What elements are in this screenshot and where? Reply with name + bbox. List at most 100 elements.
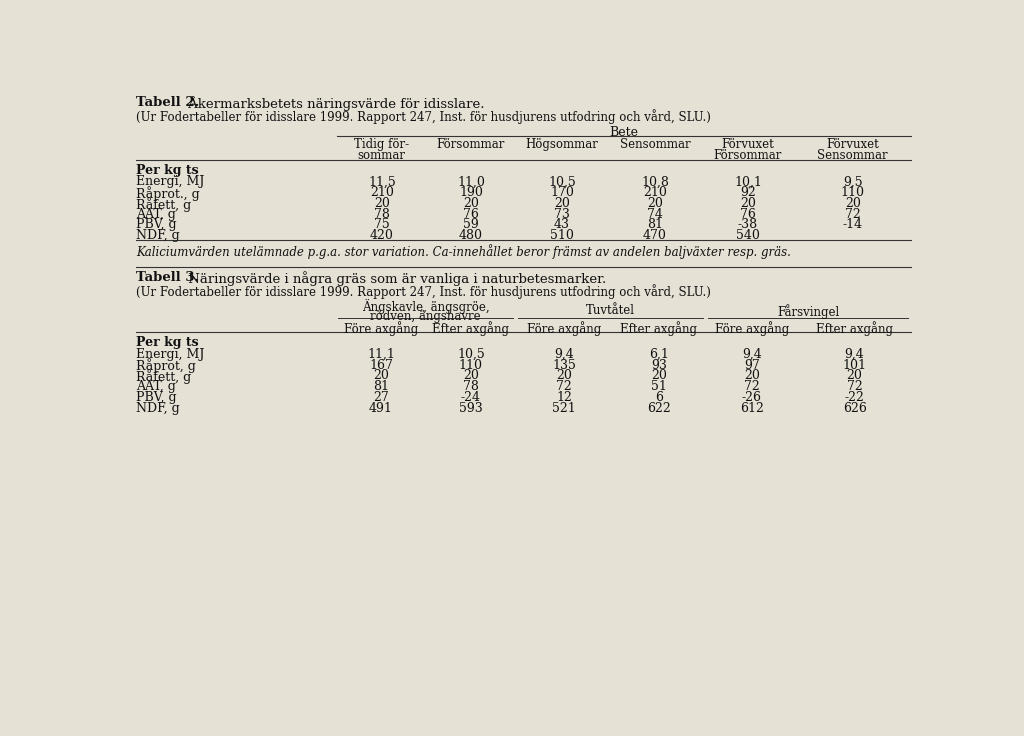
Text: Efter axgång: Efter axgång <box>432 321 509 336</box>
Text: Bete: Bete <box>609 126 639 139</box>
Text: 480: 480 <box>459 229 483 242</box>
Text: 540: 540 <box>736 229 760 242</box>
Text: Råfett, g: Råfett, g <box>136 197 191 212</box>
Text: 72: 72 <box>845 208 860 221</box>
Text: 210: 210 <box>643 186 667 199</box>
Text: 74: 74 <box>647 208 663 221</box>
Text: 81: 81 <box>647 219 663 231</box>
Text: -22: -22 <box>845 391 864 404</box>
Text: 593: 593 <box>459 402 482 414</box>
Text: 20: 20 <box>373 369 389 383</box>
Text: 521: 521 <box>552 402 575 414</box>
Text: 73: 73 <box>554 208 570 221</box>
Text: -14: -14 <box>843 219 862 231</box>
Text: 622: 622 <box>647 402 671 414</box>
Text: 51: 51 <box>651 381 667 393</box>
Text: 12: 12 <box>556 391 571 404</box>
Text: Förvuxet: Förvuxet <box>722 138 774 152</box>
Text: 10,1: 10,1 <box>734 175 762 188</box>
Text: 93: 93 <box>651 358 667 372</box>
Text: 101: 101 <box>843 358 866 372</box>
Text: NDF, g: NDF, g <box>136 402 179 414</box>
Text: 10,5: 10,5 <box>457 348 484 361</box>
Text: Näringsvärde i några gräs som är vanliga i naturbetesmarker.: Näringsvärde i några gräs som är vanliga… <box>183 271 606 286</box>
Text: 20: 20 <box>556 369 571 383</box>
Text: 190: 190 <box>459 186 483 199</box>
Text: 110: 110 <box>841 186 864 199</box>
Text: -24: -24 <box>461 391 481 404</box>
Text: 20: 20 <box>740 197 756 210</box>
Text: 491: 491 <box>369 402 393 414</box>
Text: rödven, ängshavre: rödven, ängshavre <box>371 310 481 323</box>
Text: Före axgång: Före axgång <box>526 321 601 336</box>
Text: Tabell 3.: Tabell 3. <box>136 271 199 284</box>
Text: 75: 75 <box>374 219 390 231</box>
Text: 9,5: 9,5 <box>843 175 862 188</box>
Text: Per kg ts: Per kg ts <box>136 336 199 350</box>
Text: 11,0: 11,0 <box>457 175 485 188</box>
Text: 78: 78 <box>374 208 390 221</box>
Text: Sensommar: Sensommar <box>817 149 888 162</box>
Text: Tabell 2.: Tabell 2. <box>136 96 199 109</box>
Text: (Ur Fodertabeller för idisslare 1999. Rapport 247, Inst. för husdjurens utfodrin: (Ur Fodertabeller för idisslare 1999. Ra… <box>136 109 711 124</box>
Text: 20: 20 <box>374 197 390 210</box>
Text: 10,8: 10,8 <box>641 175 669 188</box>
Text: 612: 612 <box>740 402 764 414</box>
Text: 20: 20 <box>463 369 479 383</box>
Text: Förvuxet: Förvuxet <box>826 138 879 152</box>
Text: 76: 76 <box>740 208 756 221</box>
Text: Försommar: Försommar <box>437 138 505 152</box>
Text: Fårsvingel: Fårsvingel <box>777 304 840 319</box>
Text: 6: 6 <box>655 391 663 404</box>
Text: 9,4: 9,4 <box>554 348 573 361</box>
Text: Högsommar: Högsommar <box>525 138 598 152</box>
Text: Åkermarksbetets näringsvärde för idisslare.: Åkermarksbetets näringsvärde för idissla… <box>183 96 484 111</box>
Text: 78: 78 <box>463 381 479 393</box>
Text: 59: 59 <box>463 219 479 231</box>
Text: 6,1: 6,1 <box>649 348 669 361</box>
Text: NDF, g: NDF, g <box>136 229 179 242</box>
Text: Efter axgång: Efter axgång <box>621 321 697 336</box>
Text: 27: 27 <box>373 391 389 404</box>
Text: 20: 20 <box>845 197 860 210</box>
Text: PBV, g: PBV, g <box>136 391 176 404</box>
Text: Före axgång: Före axgång <box>715 321 790 336</box>
Text: 97: 97 <box>744 358 760 372</box>
Text: Energi, MJ: Energi, MJ <box>136 175 204 188</box>
Text: 510: 510 <box>550 229 573 242</box>
Text: Sensommar: Sensommar <box>620 138 690 152</box>
Text: Råfett, g: Råfett, g <box>136 369 191 384</box>
Text: Per kg ts: Per kg ts <box>136 164 199 177</box>
Text: 420: 420 <box>370 229 394 242</box>
Text: Ängskavle, ängsgröe,: Ängskavle, ängsgröe, <box>361 300 489 314</box>
Text: AAT, g: AAT, g <box>136 381 176 393</box>
Text: 20: 20 <box>647 197 663 210</box>
Text: 470: 470 <box>643 229 667 242</box>
Text: 9,4: 9,4 <box>845 348 864 361</box>
Text: PBV, g: PBV, g <box>136 219 176 231</box>
Text: 20: 20 <box>554 197 570 210</box>
Text: 43: 43 <box>554 219 570 231</box>
Text: Försommar: Försommar <box>714 149 782 162</box>
Text: 11,5: 11,5 <box>368 175 395 188</box>
Text: (Ur Fodertabeller för idisslare 1999. Rapport 247, Inst. för husdjurens utfodrin: (Ur Fodertabeller för idisslare 1999. Ra… <box>136 284 711 299</box>
Text: 92: 92 <box>740 186 756 199</box>
Text: 72: 72 <box>556 381 571 393</box>
Text: Efter axgång: Efter axgång <box>816 321 893 336</box>
Text: 20: 20 <box>651 369 667 383</box>
Text: Kaliciumvärden utelämnade p.g.a. stor variation. Ca-innehållet beror främst av a: Kaliciumvärden utelämnade p.g.a. stor va… <box>136 244 791 259</box>
Text: 135: 135 <box>552 358 575 372</box>
Text: 76: 76 <box>463 208 479 221</box>
Text: 170: 170 <box>550 186 573 199</box>
Text: 167: 167 <box>369 358 393 372</box>
Text: Tuvtåtel: Tuvtåtel <box>586 304 635 317</box>
Text: 72: 72 <box>744 381 760 393</box>
Text: Energi, MJ: Energi, MJ <box>136 348 204 361</box>
Text: 20: 20 <box>744 369 760 383</box>
Text: 81: 81 <box>373 381 389 393</box>
Text: sommar: sommar <box>357 149 406 162</box>
Text: Råprot., g: Råprot., g <box>136 186 200 201</box>
Text: -26: -26 <box>741 391 762 404</box>
Text: 20: 20 <box>463 197 479 210</box>
Text: -38: -38 <box>738 219 758 231</box>
